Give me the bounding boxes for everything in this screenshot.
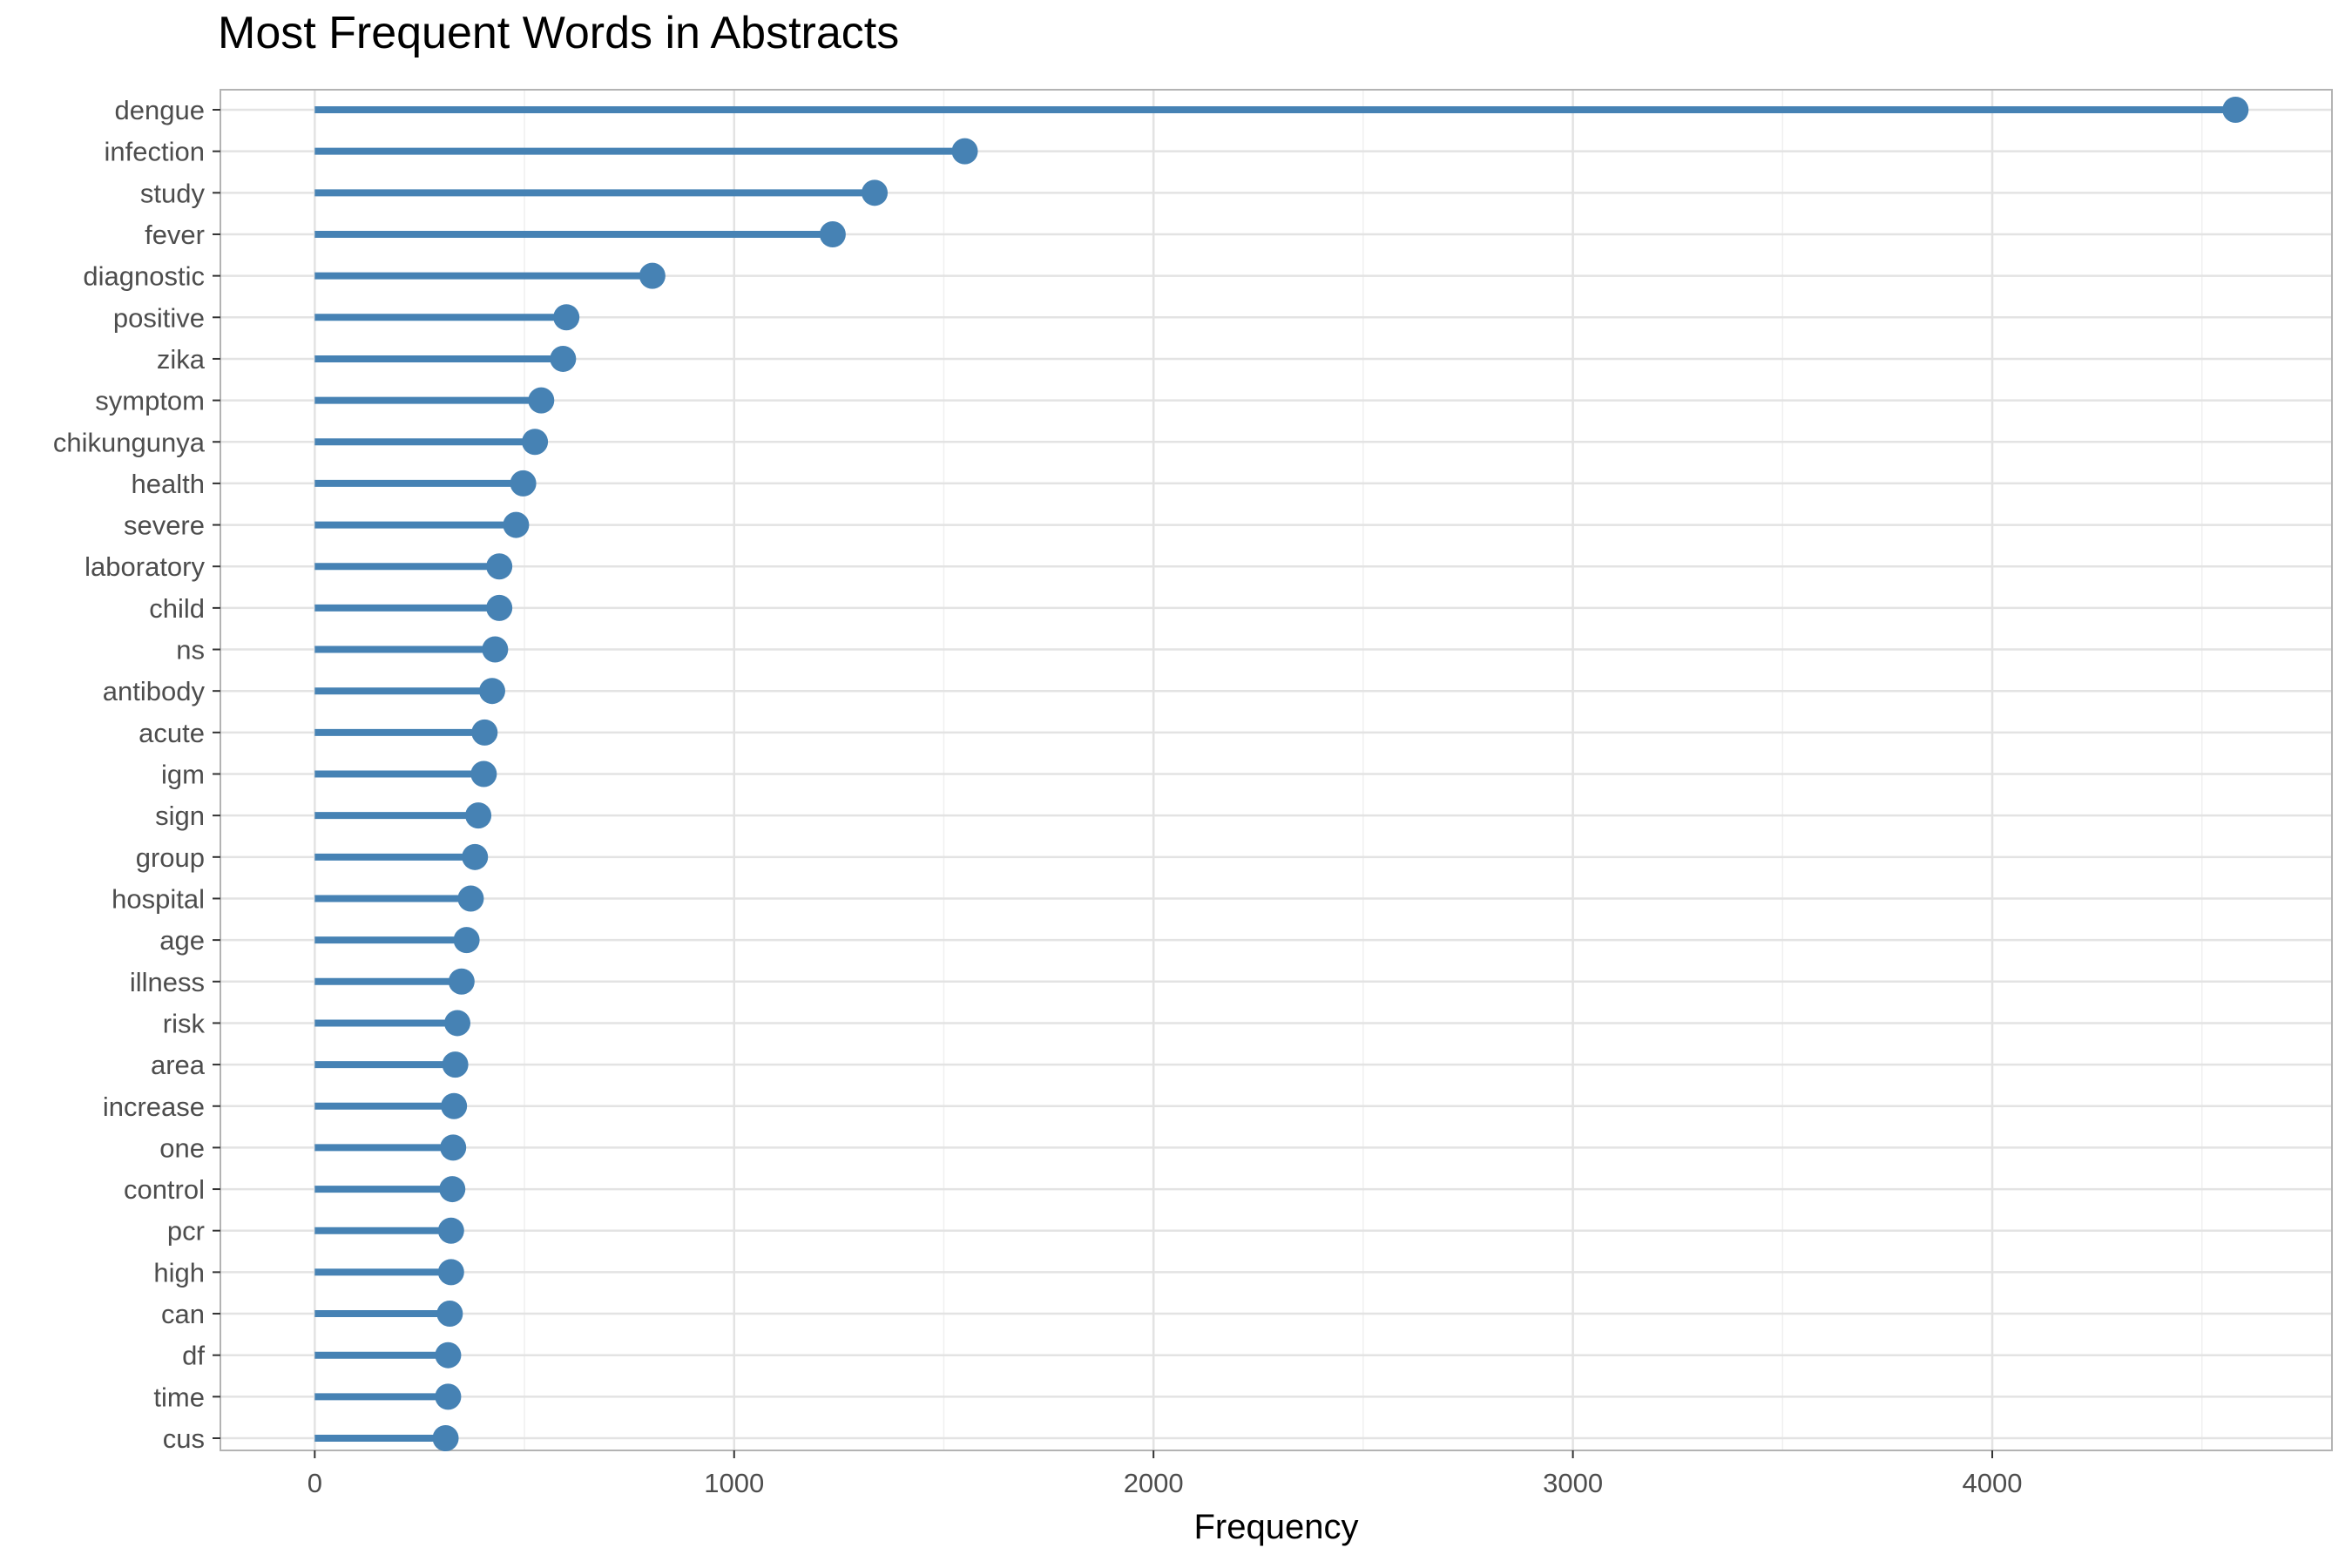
dot-igm [470, 760, 497, 787]
y-tick-label-df: df [182, 1341, 205, 1371]
lollipop-dots [432, 97, 2249, 1451]
x-tick-label-2000: 2000 [1124, 1468, 1184, 1498]
y-tick-label-infection: infection [105, 137, 205, 167]
y-tick-label-sign: sign [155, 801, 205, 831]
x-tick-label-4000: 4000 [1963, 1468, 2023, 1498]
dot-increase [441, 1092, 468, 1119]
dot-ns [482, 636, 509, 663]
y-tick-label-increase: increase [103, 1092, 205, 1122]
lollipop-stems [314, 106, 2236, 1442]
y-tick-label-zika: zika [157, 344, 206, 375]
y-tick-label-time: time [153, 1382, 205, 1412]
dot-laboratory [486, 553, 513, 580]
dot-pcr [437, 1217, 464, 1244]
y-tick-label-high: high [153, 1257, 205, 1288]
dot-dengue [2222, 97, 2249, 123]
dot-child [486, 594, 513, 621]
y-tick-label-age: age [159, 925, 205, 956]
dot-antibody [478, 678, 505, 705]
y-tick-label-antibody: antibody [103, 676, 206, 706]
dot-time [435, 1383, 462, 1410]
dot-symptom [528, 387, 555, 414]
y-tick-label-chikungunya: chikungunya [53, 427, 206, 457]
y-tick-label-symptom: symptom [95, 386, 205, 416]
y-tick-label-study: study [140, 178, 206, 208]
chart-title: Most Frequent Words in Abstracts [218, 8, 900, 58]
x-axis-ticks: 0 1000 2000 3000 4000 [308, 1450, 2023, 1498]
dot-can [436, 1301, 463, 1328]
plot-border [220, 89, 2333, 1451]
y-tick-label-child: child [149, 593, 205, 624]
x-tick-label-3000: 3000 [1543, 1468, 1603, 1498]
dot-risk [444, 1010, 471, 1037]
dot-positive [553, 304, 580, 331]
y-tick-label-can: can [161, 1299, 205, 1329]
y-tick-label-illness: illness [130, 967, 205, 997]
dot-study [862, 179, 889, 206]
dot-sign [465, 802, 492, 829]
dot-hospital [457, 885, 484, 912]
dot-severe [503, 511, 530, 538]
y-tick-label-group: group [136, 842, 205, 873]
y-tick-label-diagnostic: diagnostic [83, 261, 205, 292]
dot-control [439, 1176, 466, 1203]
y-tick-label-severe: severe [124, 510, 205, 541]
plot-background [220, 90, 2332, 1450]
y-tick-label-hospital: hospital [112, 883, 205, 914]
y-tick-label-one: one [159, 1132, 205, 1163]
dot-area [442, 1051, 469, 1078]
dot-one [440, 1134, 467, 1161]
dot-chikungunya [522, 429, 549, 456]
dot-df [435, 1342, 462, 1369]
x-tick-label-0: 0 [308, 1468, 322, 1498]
y-tick-label-dengue: dengue [115, 95, 205, 125]
y-tick-label-ns: ns [176, 635, 205, 666]
dot-illness [448, 968, 475, 995]
y-tick-label-fever: fever [145, 220, 205, 250]
dot-health [510, 470, 537, 497]
dot-diagnostic [639, 262, 666, 289]
dot-high [437, 1259, 464, 1286]
y-tick-label-health: health [132, 469, 205, 499]
dot-zika [550, 345, 577, 372]
dot-fever [819, 220, 846, 247]
y-tick-label-control: control [124, 1174, 205, 1205]
dot-age [453, 927, 480, 954]
dot-group [462, 843, 489, 870]
dot-cus [432, 1425, 459, 1451]
x-axis-title: Frequency [1194, 1508, 1359, 1546]
y-tick-label-area: area [151, 1050, 206, 1080]
dot-acute [471, 719, 498, 746]
y-tick-label-acute: acute [139, 718, 205, 748]
y-tick-label-pcr: pcr [167, 1216, 205, 1247]
y-tick-label-risk: risk [163, 1008, 206, 1038]
y-tick-label-laboratory: laboratory [84, 551, 205, 582]
y-tick-label-cus: cus [163, 1423, 205, 1454]
dot-infection [951, 138, 978, 165]
x-tick-label-1000: 1000 [704, 1468, 764, 1498]
y-tick-label-igm: igm [161, 760, 205, 790]
y-tick-label-positive: positive [113, 302, 205, 333]
y-axis-ticks: dengue infection study fever diagnostic posit… [53, 95, 220, 1454]
